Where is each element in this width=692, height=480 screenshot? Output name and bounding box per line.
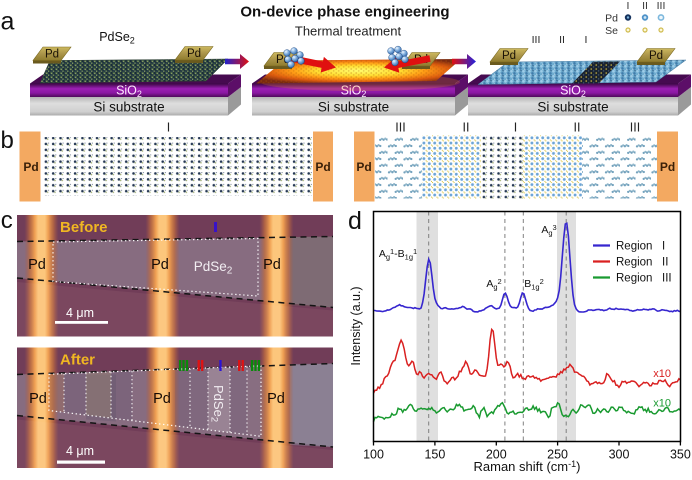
svg-text:PdSe2: PdSe2 [209,385,227,422]
svg-text:a: a [1,8,15,36]
svg-text:II: II [463,121,470,135]
svg-text:I: I [218,358,222,375]
svg-text:Pd: Pd [660,160,675,174]
svg-text:Intensity (a.u.): Intensity (a.u.) [349,286,363,365]
svg-text:SiO2: SiO2 [341,84,367,100]
svg-text:III: III [532,34,541,46]
svg-text:Si substrate: Si substrate [318,100,389,115]
svg-text:III: III [395,121,405,135]
svg-text:Raman shift (cm-1): Raman shift (cm-1) [474,459,581,474]
svg-text:I: I [167,121,170,135]
svg-text:Thermal treatment: Thermal treatment [295,24,402,39]
svg-text:II: II [642,0,648,12]
svg-text:Pd: Pd [153,391,171,407]
svg-text:II: II [662,257,668,269]
svg-text:Region: Region [616,241,652,253]
svg-text:b: b [1,127,14,154]
svg-text:d: d [348,207,362,235]
svg-text:On-device phase engineering: On-device phase engineering [240,4,449,21]
svg-text:100: 100 [363,448,384,462]
svg-text:Pd: Pd [502,50,516,62]
svg-text:I: I [585,34,588,46]
svg-text:III: III [657,0,666,12]
svg-text:Pd: Pd [605,13,618,25]
svg-text:x10: x10 [653,368,671,380]
svg-text:PdSe2: PdSe2 [99,30,135,46]
svg-text:4 μm: 4 μm [66,444,94,458]
svg-text:III: III [662,273,672,285]
svg-text:Before: Before [60,219,108,236]
svg-text:II: II [197,358,204,375]
svg-text:150: 150 [424,448,445,462]
svg-text:x10: x10 [653,398,671,410]
svg-text:III: III [630,121,640,135]
svg-text:300: 300 [609,448,630,462]
svg-text:I: I [662,241,665,253]
svg-text:350: 350 [670,448,691,462]
svg-text:Pd: Pd [267,391,285,407]
svg-text:III: III [178,358,189,375]
svg-text:Region: Region [616,257,652,269]
svg-text:II: II [559,34,565,46]
svg-text:Region: Region [616,273,652,285]
svg-text:I: I [514,121,517,135]
svg-text:Pd: Pd [263,257,281,273]
svg-text:Pd: Pd [649,50,663,62]
svg-text:Pd: Pd [28,257,46,273]
svg-text:200: 200 [486,448,507,462]
svg-text:Pd: Pd [356,160,371,174]
svg-text:Pd: Pd [45,49,59,61]
svg-text:I: I [627,0,630,12]
svg-text:After: After [60,352,95,369]
svg-text:II: II [237,358,244,375]
svg-text:SiO2: SiO2 [560,84,586,100]
svg-text:Pd: Pd [151,257,169,273]
svg-text:Si substrate: Si substrate [537,100,608,115]
svg-text:250: 250 [547,448,568,462]
svg-text:Pd: Pd [23,160,38,174]
svg-text:B1g2: B1g2 [524,277,544,292]
svg-text:PdSe2: PdSe2 [194,259,233,277]
svg-text:4 μm: 4 μm [66,306,94,320]
svg-text:Pd: Pd [187,48,201,60]
svg-text:III: III [250,358,261,375]
svg-text:II: II [574,121,581,135]
svg-text:SiO2: SiO2 [116,84,142,100]
svg-text:Se: Se [605,25,618,37]
svg-text:Pd: Pd [315,160,330,174]
svg-text:Pd: Pd [29,391,47,407]
svg-text:Si substrate: Si substrate [93,100,164,115]
svg-text:c: c [1,207,13,234]
